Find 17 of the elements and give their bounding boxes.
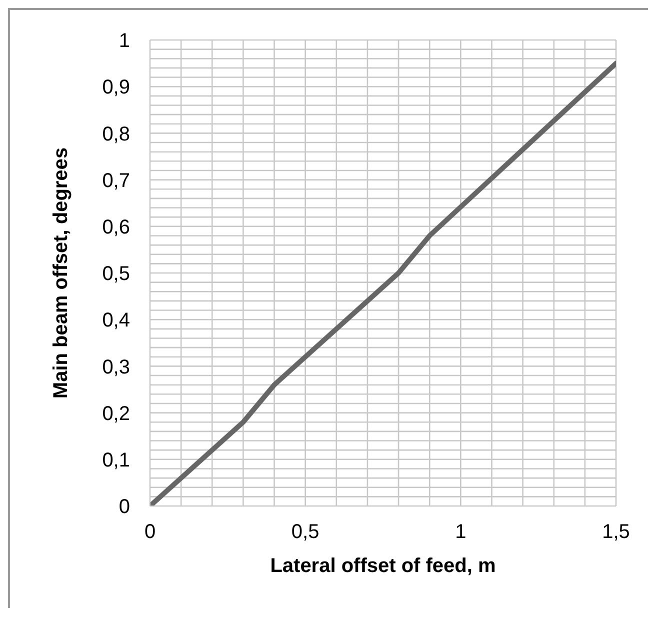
x-tick-label: 1 bbox=[455, 521, 466, 544]
y-tick-label: 0,3 bbox=[102, 356, 130, 378]
x-axis-title: Lateral offset of feed, m bbox=[270, 555, 496, 577]
y-tick-label: 0,4 bbox=[102, 310, 130, 332]
x-tick-label: 0,5 bbox=[291, 521, 320, 544]
y-tick-label: 0,8 bbox=[102, 123, 130, 146]
x-tick-label: 1,5 bbox=[602, 521, 630, 544]
y-axis-title: Main beam offset, degrees bbox=[50, 147, 72, 399]
y-tick-label: 0,6 bbox=[102, 216, 130, 238]
y-tick-label: 0,2 bbox=[102, 402, 130, 425]
y-tick-label: 0,5 bbox=[102, 263, 130, 286]
y-tick-label: 1 bbox=[118, 30, 130, 52]
y-tick-label: 0 bbox=[118, 496, 130, 518]
y-tick-label: 0,7 bbox=[102, 170, 130, 192]
y-tick-label: 0,1 bbox=[102, 450, 130, 472]
y-tick-label: 0,9 bbox=[102, 76, 130, 99]
x-tick-label: 0 bbox=[144, 521, 156, 544]
